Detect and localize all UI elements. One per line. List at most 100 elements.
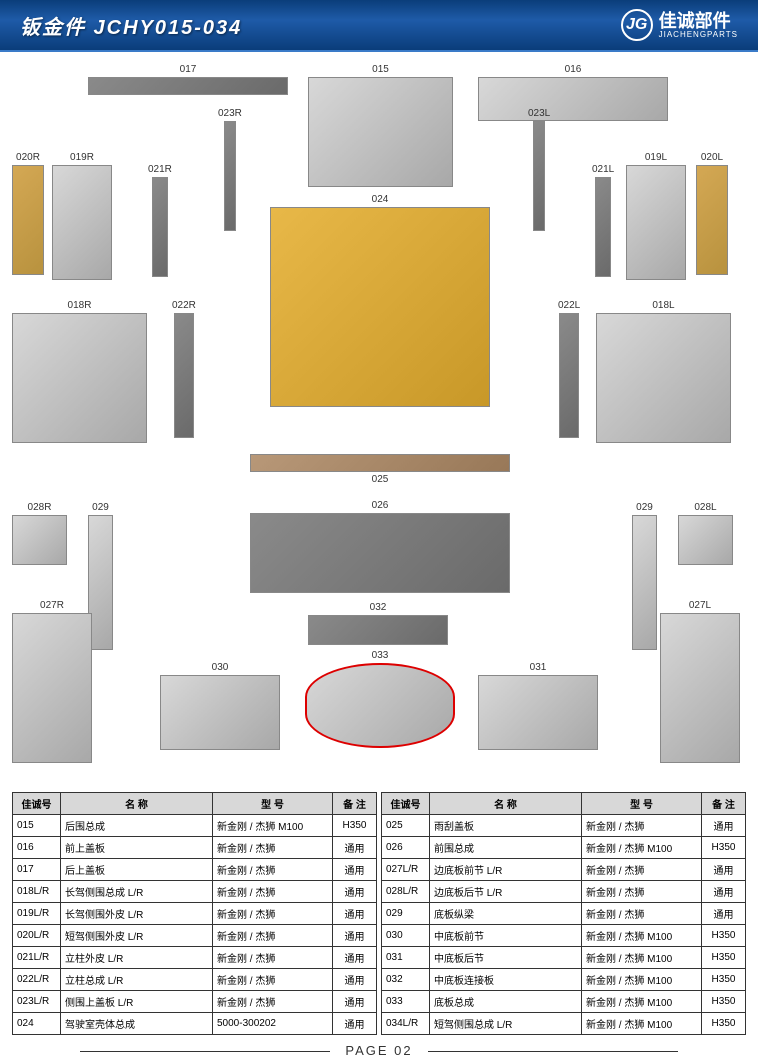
table-cell: 中底板前节: [430, 925, 582, 947]
part-image: [250, 513, 510, 593]
part-028L: 028L: [678, 502, 733, 565]
table-cell: 031: [382, 947, 430, 969]
parts-table-right: 佳诚号名 称型 号备 注025雨刮盖板新金刚 / 杰狮通用026前围总成新金刚 …: [381, 792, 746, 1035]
table-header: 备 注: [333, 793, 377, 815]
part-image: [152, 177, 168, 277]
table-cell: 新金刚 / 杰狮: [582, 859, 702, 881]
table-row: 027L/R边底板前节 L/R新金刚 / 杰狮通用: [382, 859, 746, 881]
table-cell: 底板总成: [430, 991, 582, 1013]
table-header: 名 称: [61, 793, 213, 815]
table-cell: H350: [702, 947, 746, 969]
table-cell: 前围总成: [430, 837, 582, 859]
part-label: 025: [372, 474, 389, 485]
catalog-page: 钣金件 JCHY015-034 JG 佳诚部件 JIACHENGPARTS 01…: [0, 0, 758, 1024]
table-header: 型 号: [582, 793, 702, 815]
table-cell: 后围总成: [61, 815, 213, 837]
part-image: [305, 663, 455, 748]
table-cell: 021L/R: [13, 947, 61, 969]
part-022R: 022R: [172, 300, 196, 438]
table-cell: 新金刚 / 杰狮 M100: [582, 969, 702, 991]
table-cell: 底板纵梁: [430, 903, 582, 925]
brand-logo: JG 佳诚部件 JIACHENGPARTS: [621, 9, 738, 41]
table-cell: 030: [382, 925, 430, 947]
table-cell: 新金刚 / 杰狮: [582, 881, 702, 903]
part-label: 020L: [701, 152, 723, 163]
part-030: 030: [160, 662, 280, 750]
part-015: 015: [308, 64, 453, 187]
logo-text: 佳诚部件: [659, 12, 738, 30]
part-label: 018R: [68, 300, 92, 311]
part-032: 032: [308, 602, 448, 645]
table-row: 018L/R长驾侧围总成 L/R新金刚 / 杰狮通用: [13, 881, 377, 903]
part-image: [533, 121, 545, 231]
table-cell: 新金刚 / 杰狮: [213, 881, 333, 903]
table-cell: 新金刚 / 杰狮: [213, 969, 333, 991]
table-cell: 中底板连接板: [430, 969, 582, 991]
page-number: PAGE 02: [345, 1043, 412, 1058]
table-cell: 025: [382, 815, 430, 837]
table-cell: 长驾侧围总成 L/R: [61, 881, 213, 903]
table-cell: H350: [333, 815, 377, 837]
table-cell: 016: [13, 837, 61, 859]
part-021L: 021L: [592, 164, 614, 277]
table-row: 029底板纵梁新金刚 / 杰狮通用: [382, 903, 746, 925]
part-label: 033: [372, 650, 389, 661]
table-row: 017后上盖板新金刚 / 杰狮通用: [13, 859, 377, 881]
part-image: [696, 165, 728, 275]
table-row: 031中底板后节新金刚 / 杰狮 M100H350: [382, 947, 746, 969]
part-label: 027R: [40, 600, 64, 611]
part-026: 026: [250, 500, 510, 593]
table-header: 型 号: [213, 793, 333, 815]
table-cell: 017: [13, 859, 61, 881]
table-cell: 新金刚 / 杰狮: [582, 903, 702, 925]
part-image: [626, 165, 686, 280]
table-row: 028L/R边底板后节 L/R新金刚 / 杰狮通用: [382, 881, 746, 903]
table-cell: 中底板后节: [430, 947, 582, 969]
table-cell: 边底板前节 L/R: [430, 859, 582, 881]
part-label: 024: [372, 194, 389, 205]
table-cell: 新金刚 / 杰狮: [213, 859, 333, 881]
part-image: [660, 613, 740, 763]
part-021R: 021R: [148, 164, 172, 277]
part-label: 017: [180, 64, 197, 75]
table-row: 032中底板连接板新金刚 / 杰狮 M100H350: [382, 969, 746, 991]
table-row: 020L/R短驾侧围外皮 L/R新金刚 / 杰狮通用: [13, 925, 377, 947]
table-cell: 018L/R: [13, 881, 61, 903]
part-label: 022L: [558, 300, 580, 311]
part-024: 024: [270, 194, 490, 407]
part-label: 026: [372, 500, 389, 511]
part-label: 030: [212, 662, 229, 673]
page-header: 钣金件 JCHY015-034 JG 佳诚部件 JIACHENGPARTS: [0, 0, 758, 52]
part-label: 015: [372, 64, 389, 75]
part-label: 029: [92, 502, 109, 513]
part-023L: 023L: [528, 108, 550, 231]
table-cell: H350: [702, 991, 746, 1013]
part-label: 032: [370, 602, 387, 613]
table-row: 025雨刮盖板新金刚 / 杰狮通用: [382, 815, 746, 837]
table-cell: 通用: [702, 859, 746, 881]
table-header: 佳诚号: [382, 793, 430, 815]
table-header: 名 称: [430, 793, 582, 815]
logo-subtitle: JIACHENGPARTS: [659, 30, 738, 39]
part-029: 029: [632, 502, 657, 650]
part-018L: 018L: [596, 300, 731, 443]
part-label: 023L: [528, 108, 550, 119]
table-cell: 通用: [333, 969, 377, 991]
table-cell: 短驾侧围外皮 L/R: [61, 925, 213, 947]
table-cell: 通用: [333, 925, 377, 947]
table-row: 022L/R立柱总成 L/R新金刚 / 杰狮通用: [13, 969, 377, 991]
table-row: 019L/R长驾侧围外皮 L/R新金刚 / 杰狮通用: [13, 903, 377, 925]
table-cell: 032: [382, 969, 430, 991]
table-cell: 新金刚 / 杰狮 M100: [213, 815, 333, 837]
part-label: 028R: [28, 502, 52, 513]
part-image: [632, 515, 657, 650]
part-label: 019L: [645, 152, 667, 163]
part-027R: 027R: [12, 600, 92, 763]
table-cell: 立柱总成 L/R: [61, 969, 213, 991]
part-image: [308, 77, 453, 187]
part-019L: 019L: [626, 152, 686, 280]
part-label: 020R: [16, 152, 40, 163]
table-cell: 022L/R: [13, 969, 61, 991]
part-016: 016: [478, 64, 668, 121]
table-cell: 020L/R: [13, 925, 61, 947]
